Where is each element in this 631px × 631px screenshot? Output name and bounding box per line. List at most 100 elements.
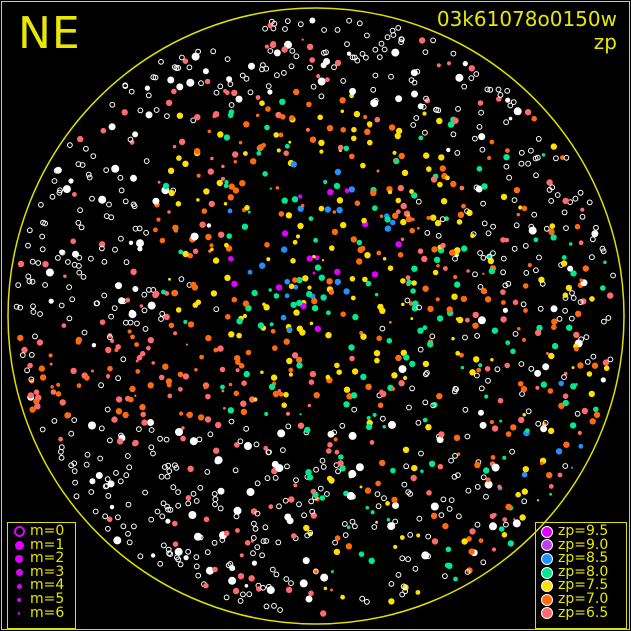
star-point bbox=[198, 80, 204, 87]
star-point bbox=[232, 467, 239, 474]
star-point bbox=[323, 49, 329, 56]
star-point bbox=[157, 560, 164, 567]
star-point bbox=[372, 205, 378, 211]
star-point bbox=[166, 382, 172, 388]
star-point bbox=[38, 365, 45, 372]
star-point bbox=[563, 154, 570, 161]
star-point bbox=[154, 508, 161, 515]
star-point bbox=[505, 280, 512, 287]
star-point bbox=[374, 292, 379, 297]
star-point bbox=[248, 62, 255, 70]
star-point bbox=[375, 520, 379, 524]
star-point bbox=[302, 557, 310, 565]
star-point bbox=[522, 243, 529, 249]
star-point bbox=[178, 249, 184, 255]
star-point bbox=[542, 363, 550, 371]
star-point bbox=[223, 594, 230, 601]
star-point bbox=[152, 197, 160, 205]
star-point bbox=[340, 78, 347, 84]
star-point bbox=[363, 114, 368, 120]
star-point bbox=[58, 448, 64, 455]
star-point bbox=[286, 357, 293, 365]
star-point bbox=[297, 21, 304, 28]
star-point bbox=[591, 230, 599, 238]
star-point bbox=[159, 310, 166, 317]
star-point bbox=[35, 394, 42, 401]
star-point bbox=[278, 132, 284, 138]
star-point bbox=[577, 189, 584, 196]
star-point bbox=[128, 310, 137, 319]
star-point bbox=[275, 464, 284, 473]
star-point bbox=[577, 362, 584, 369]
star-point bbox=[316, 74, 321, 79]
star-point bbox=[166, 550, 173, 557]
star-point bbox=[511, 245, 518, 252]
star-point bbox=[276, 503, 282, 510]
star-point bbox=[264, 242, 270, 248]
star-point bbox=[398, 380, 405, 387]
star-point bbox=[205, 334, 212, 342]
star-point bbox=[401, 481, 408, 488]
star-point bbox=[362, 276, 368, 283]
star-point bbox=[283, 576, 290, 582]
star-point bbox=[307, 285, 312, 290]
star-point bbox=[409, 360, 416, 368]
star-point bbox=[486, 253, 493, 260]
star-point bbox=[574, 346, 579, 352]
star-point bbox=[540, 461, 544, 466]
star-point bbox=[241, 380, 247, 387]
star-point bbox=[513, 107, 522, 116]
star-point bbox=[475, 185, 483, 193]
star-point bbox=[292, 239, 298, 245]
star-point bbox=[528, 223, 535, 230]
star-point bbox=[264, 124, 270, 131]
star-point bbox=[351, 406, 358, 413]
star-point bbox=[107, 437, 113, 444]
star-point bbox=[39, 374, 47, 381]
star-point bbox=[481, 220, 488, 227]
star-point bbox=[541, 153, 546, 157]
star-point bbox=[551, 324, 557, 331]
star-point bbox=[520, 385, 528, 393]
star-point bbox=[569, 422, 577, 429]
star-point bbox=[410, 122, 417, 128]
star-point bbox=[381, 495, 387, 502]
star-point bbox=[147, 301, 156, 310]
star-point bbox=[228, 576, 237, 585]
size-legend-label: m=1 bbox=[30, 536, 65, 553]
star-point bbox=[491, 425, 499, 432]
star-point bbox=[400, 237, 405, 241]
star-point bbox=[228, 331, 235, 338]
star-point bbox=[312, 271, 316, 275]
star-point bbox=[451, 293, 458, 300]
star-point bbox=[534, 154, 541, 161]
star-point bbox=[64, 412, 71, 419]
star-point bbox=[227, 407, 234, 414]
star-point bbox=[567, 265, 574, 272]
star-point bbox=[384, 34, 391, 41]
star-point bbox=[382, 424, 386, 429]
star-point bbox=[128, 396, 134, 403]
star-point bbox=[175, 428, 183, 436]
star-point bbox=[327, 430, 335, 438]
star-point bbox=[224, 56, 231, 62]
star-point bbox=[333, 437, 338, 442]
star-point bbox=[547, 388, 554, 394]
star-point bbox=[101, 292, 108, 299]
star-point bbox=[462, 406, 469, 413]
star-point bbox=[285, 586, 293, 593]
star-point bbox=[337, 144, 344, 151]
star-point bbox=[474, 484, 481, 490]
star-point bbox=[484, 366, 491, 372]
star-point bbox=[479, 146, 486, 153]
star-point bbox=[67, 142, 73, 149]
star-point bbox=[284, 513, 292, 521]
star-point bbox=[146, 345, 151, 351]
star-point bbox=[416, 515, 423, 522]
star-point bbox=[251, 520, 257, 527]
star-point bbox=[386, 338, 393, 344]
star-point bbox=[187, 465, 194, 472]
star-point bbox=[590, 236, 596, 243]
star-point bbox=[273, 293, 280, 299]
star-point bbox=[220, 176, 226, 181]
